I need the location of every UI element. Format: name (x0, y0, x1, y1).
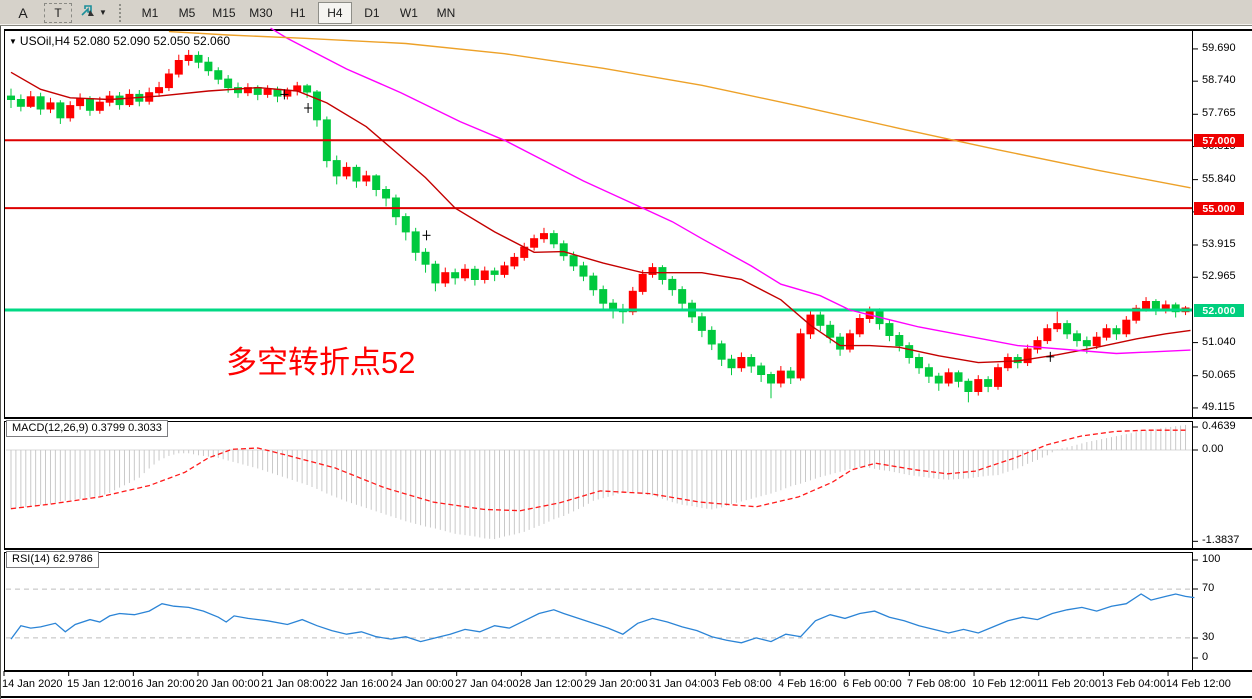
timeframe-button-h1[interactable]: H1 (290, 5, 306, 20)
price-level-badge-57.000: 57.000 (1194, 134, 1244, 147)
price-tick-label: 57.765 (1202, 107, 1236, 119)
rsi-tick-label: 100 (1202, 553, 1221, 565)
macd-panel-plot[interactable] (4, 421, 1193, 549)
rsi-panel-plot[interactable] (4, 552, 1193, 671)
price-tick-label: 59.690 (1202, 42, 1236, 54)
timeframe-button-m15[interactable]: M15 (212, 5, 236, 20)
time-label: 20 Jan 00:00 (196, 678, 260, 690)
time-label: 16 Jan 20:00 (131, 678, 195, 690)
timeframe-button-m5[interactable]: M5 (178, 5, 196, 20)
symbol-dropdown-icon: ▼ (9, 37, 17, 46)
time-label: 27 Jan 04:00 (455, 678, 519, 690)
macd-tick-label: 0.00 (1202, 443, 1224, 455)
price-tick-label: 51.040 (1202, 336, 1236, 348)
timeframe-button-h4[interactable]: H4 (317, 1, 352, 24)
price-tick-label: 50.065 (1202, 369, 1236, 381)
time-label: 6 Feb 00:00 (843, 678, 902, 690)
time-label: 21 Jan 08:00 (261, 678, 325, 690)
time-label: 31 Jan 04:00 (649, 678, 713, 690)
toolbar-grip[interactable] (118, 3, 127, 22)
window-left-edge (0, 26, 1, 699)
timeframe-button-d1[interactable]: D1 (364, 5, 380, 20)
time-label: 14 Jan 2020 (2, 678, 63, 690)
rsi-tick-label: 30 (1202, 631, 1215, 643)
timeframe-button-mn[interactable]: MN (436, 5, 456, 20)
time-label: 7 Feb 08:00 (907, 678, 966, 690)
price-tick-label: 52.965 (1202, 270, 1236, 282)
price-level-badge-52.000: 52.000 (1194, 304, 1244, 317)
panel-separator (4, 548, 1252, 550)
rsi-indicator-label: RSI(14) 62.9786 (6, 551, 99, 568)
macd-tick-label: 0.4639 (1202, 420, 1236, 432)
chevron-down-icon: ▼ (99, 8, 107, 17)
price-tick-label: 58.740 (1202, 74, 1236, 86)
time-label: 13 Feb 04:00 (1101, 678, 1166, 690)
rsi-tick-label: 70 (1202, 582, 1215, 594)
chart-annotation-text: 多空转折点52 (226, 345, 416, 380)
time-label: 22 Jan 16:00 (325, 678, 389, 690)
timeframe-button-group: M1 M5 M15 M30 H1 H4 D1 W1 MN (133, 1, 463, 24)
top-toolbar: A T ▼ M1 M5 M15 M30 H1 H4 D1 W1 MN (0, 0, 1252, 26)
text-box-tool-button[interactable]: T (44, 2, 72, 23)
chart-title-text: USOil,H4 52.080 52.090 52.050 52.060 (19, 34, 231, 48)
price-level-badge-55.000: 55.000 (1194, 202, 1244, 215)
macd-tick-label: -1.3837 (1202, 534, 1240, 546)
window-bottom-edge (0, 696, 1252, 698)
time-label: 28 Jan 12:00 (519, 678, 583, 690)
time-label: 4 Feb 16:00 (778, 678, 837, 690)
price-tick-label: 53.915 (1202, 238, 1236, 250)
rsi-tick-label: 0 (1202, 651, 1209, 663)
arrow-objects-icon (80, 4, 96, 21)
macd-indicator-label: MACD(12,26,9) 0.3799 0.3033 (6, 420, 168, 437)
panel-separator (4, 670, 1252, 672)
price-tick-label: 49.115 (1202, 401, 1235, 413)
time-label: 15 Jan 12:00 (67, 678, 131, 690)
time-label: 11 Feb 20:00 (1037, 678, 1102, 690)
time-label: 29 Jan 20:00 (584, 678, 648, 690)
panel-separator (4, 417, 1252, 419)
time-label: 24 Jan 00:00 (390, 678, 454, 690)
time-label: 10 Feb 12:00 (972, 678, 1037, 690)
chart-title: ▼ USOil,H4 52.080 52.090 52.050 52.060 (9, 34, 230, 48)
time-axis[interactable] (0, 671, 1252, 699)
timeframe-button-m30[interactable]: M30 (249, 5, 273, 20)
main-chart-plot[interactable] (4, 30, 1193, 418)
text-label-tool-button[interactable]: A (18, 4, 28, 21)
timeframe-button-m1[interactable]: M1 (141, 5, 159, 20)
time-label: 14 Feb 12:00 (1166, 678, 1231, 690)
time-label: 3 Feb 08:00 (713, 678, 772, 690)
arrow-objects-dropdown-button[interactable]: ▼ (76, 2, 111, 24)
price-tick-label: 55.840 (1202, 173, 1236, 185)
timeframe-button-w1[interactable]: W1 (399, 5, 418, 20)
